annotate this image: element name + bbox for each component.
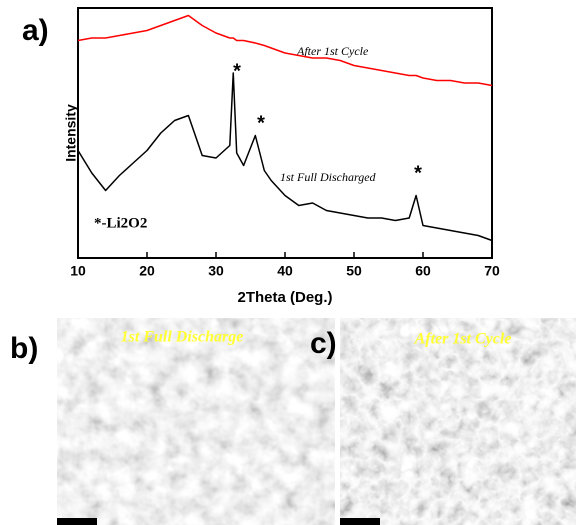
x-tick-label: 70: [484, 263, 500, 279]
peak-marker: *: [233, 60, 241, 82]
scale-bar: [340, 518, 380, 525]
x-tick-label: 60: [415, 263, 431, 279]
panel-caption: 1st Full Discharge: [121, 329, 244, 346]
y-axis-label: Intensity: [63, 104, 79, 162]
panel-caption: After 1st Cycle: [414, 331, 512, 348]
page: {"chart_data": {"type": "line", "panel_l…: [0, 0, 576, 525]
x-tick-label: 20: [139, 263, 155, 279]
peak-marker: *: [257, 112, 265, 134]
x-tick-label: 50: [346, 263, 362, 279]
sem-image: [340, 318, 576, 525]
figure: a) Intensity 2Theta (Deg.) After 1st Cyc…: [0, 0, 576, 525]
peak-marker: *: [414, 162, 422, 184]
sem-image: [57, 318, 335, 525]
scale-bar: [57, 518, 97, 525]
x-tick-label: 40: [277, 263, 293, 279]
series-label: After 1st Cycle: [296, 44, 369, 58]
legend-note: *-Li2O2: [94, 215, 147, 231]
x-tick-label: 10: [70, 263, 86, 279]
line: [78, 16, 492, 86]
panel-label: b): [10, 332, 38, 365]
panel-label: a): [22, 14, 49, 47]
x-tick-label: 30: [208, 263, 224, 279]
series-label: 1st Full Discharged: [280, 170, 377, 184]
x-axis-label: 2Theta (Deg.): [237, 289, 332, 306]
panel-label: c): [310, 327, 337, 360]
